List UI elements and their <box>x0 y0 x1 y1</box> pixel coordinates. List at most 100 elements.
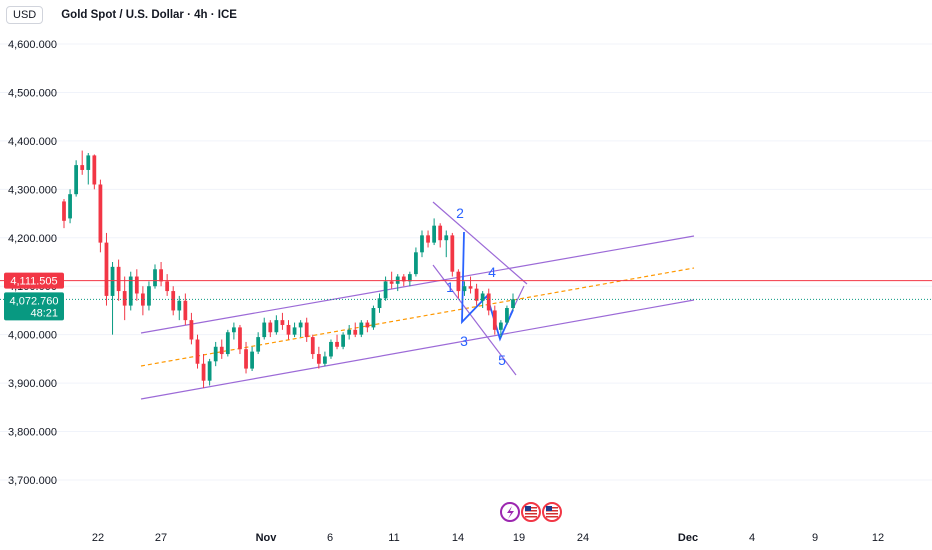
lightning-icon[interactable] <box>500 502 520 522</box>
candle-body <box>165 281 170 292</box>
candle-body <box>274 320 279 333</box>
x-tick-label: 24 <box>577 532 589 544</box>
candle-body <box>104 242 109 296</box>
candlestick-series <box>62 150 515 388</box>
y-tick-label: 3,900.000 <box>8 378 57 390</box>
current-price-tag <box>4 292 64 321</box>
candle-body <box>444 235 449 241</box>
candle-body <box>116 266 121 292</box>
wave-label: 2 <box>456 205 464 221</box>
candle-body <box>335 341 339 347</box>
candle-body <box>474 288 479 301</box>
candle-body <box>383 281 388 299</box>
x-axis: 22 27 Nov 6 11 14 19 24 Dec 4 9 12 <box>92 532 884 544</box>
last-price-tag <box>4 272 64 289</box>
y-tick-label: 4,200.000 <box>8 233 57 245</box>
candle-body <box>92 155 97 185</box>
candle-body <box>122 291 127 306</box>
candle-body <box>256 337 261 352</box>
candle-body <box>389 281 394 284</box>
lightning-glyph <box>507 506 514 519</box>
candle-body <box>292 327 297 335</box>
candle-body <box>225 332 230 355</box>
candle-body <box>244 349 248 369</box>
candle-body <box>359 322 364 335</box>
candle-body <box>377 298 382 309</box>
wave-label: 1 <box>446 279 454 295</box>
candle-body <box>486 293 491 311</box>
elliott-wave-path <box>461 231 514 342</box>
wave-labels: 1 2 3 4 5 <box>446 205 506 368</box>
us-flag-icon[interactable] <box>542 502 562 522</box>
y-tick-label: 3,700.000 <box>8 475 57 487</box>
candle-body <box>414 252 418 275</box>
candle-body <box>468 286 473 289</box>
x-tick-label: 22 <box>92 532 104 544</box>
candle-body <box>401 276 406 282</box>
candle-body <box>432 225 437 243</box>
candle-body <box>68 194 72 219</box>
candle-body <box>147 286 151 306</box>
candle-body <box>153 269 157 287</box>
candle-body <box>80 165 85 170</box>
channel-midline <box>140 267 695 367</box>
x-tick-label: 19 <box>513 532 525 544</box>
y-tick-label: 3,800.000 <box>8 427 57 439</box>
candle-body <box>207 361 212 381</box>
wave-label: 5 <box>498 352 506 368</box>
wave-label: 3 <box>460 333 468 349</box>
candle-body <box>232 327 236 333</box>
y-tick-label: 4,000.000 <box>8 330 57 342</box>
candle-body <box>213 346 218 362</box>
candle-body <box>371 308 376 328</box>
candle-body <box>480 293 485 301</box>
trend-drawings[interactable] <box>140 201 695 400</box>
x-tick-label: Dec <box>678 532 698 544</box>
symbol-title: Gold Spot / U.S. Dollar · 4h · ICE <box>61 9 237 21</box>
candle-body <box>86 155 91 170</box>
candle-body <box>298 322 303 328</box>
candle-body <box>450 235 455 272</box>
candle-body <box>195 339 200 364</box>
candle-body <box>286 324 291 335</box>
candle-body <box>341 334 345 347</box>
candle-body <box>310 337 315 355</box>
flag-stripe <box>546 513 558 515</box>
candle-body <box>268 322 273 333</box>
chart-header: USD Gold Spot / U.S. Dollar · 4h · ICE <box>6 6 237 24</box>
candle-body <box>250 351 254 369</box>
candle-body <box>426 235 430 243</box>
candle-body <box>74 165 79 195</box>
flag-canton <box>546 506 552 511</box>
candle-body <box>134 276 139 294</box>
x-tick-label: 12 <box>872 532 884 544</box>
x-tick-label: 11 <box>388 532 399 544</box>
current-price-tag-text: 4,072.760 <box>10 295 59 307</box>
candle-body <box>159 269 163 282</box>
channel-lower-line <box>140 299 695 400</box>
candle-body <box>140 293 145 306</box>
flag-stripe <box>525 516 537 518</box>
candle-body <box>219 346 224 355</box>
event-icons[interactable] <box>500 502 562 522</box>
x-tick-label: 27 <box>155 532 167 544</box>
us-flag-icon[interactable] <box>521 502 541 522</box>
candle-body <box>201 363 206 381</box>
candle-body <box>456 271 461 292</box>
currency-button[interactable]: USD <box>6 6 44 24</box>
candle-body <box>505 308 509 323</box>
candle-body <box>323 356 327 364</box>
candle-body <box>171 291 176 311</box>
flag-stripe <box>546 516 558 518</box>
candle-body <box>498 322 503 330</box>
candle-body <box>462 286 467 292</box>
candle-body <box>262 322 267 338</box>
candle-body <box>316 354 321 364</box>
wave-label: 4 <box>488 264 496 280</box>
candle-body <box>511 299 515 309</box>
flag-stripe <box>525 513 537 515</box>
candle-body <box>329 341 333 357</box>
flag-canton <box>525 506 531 511</box>
